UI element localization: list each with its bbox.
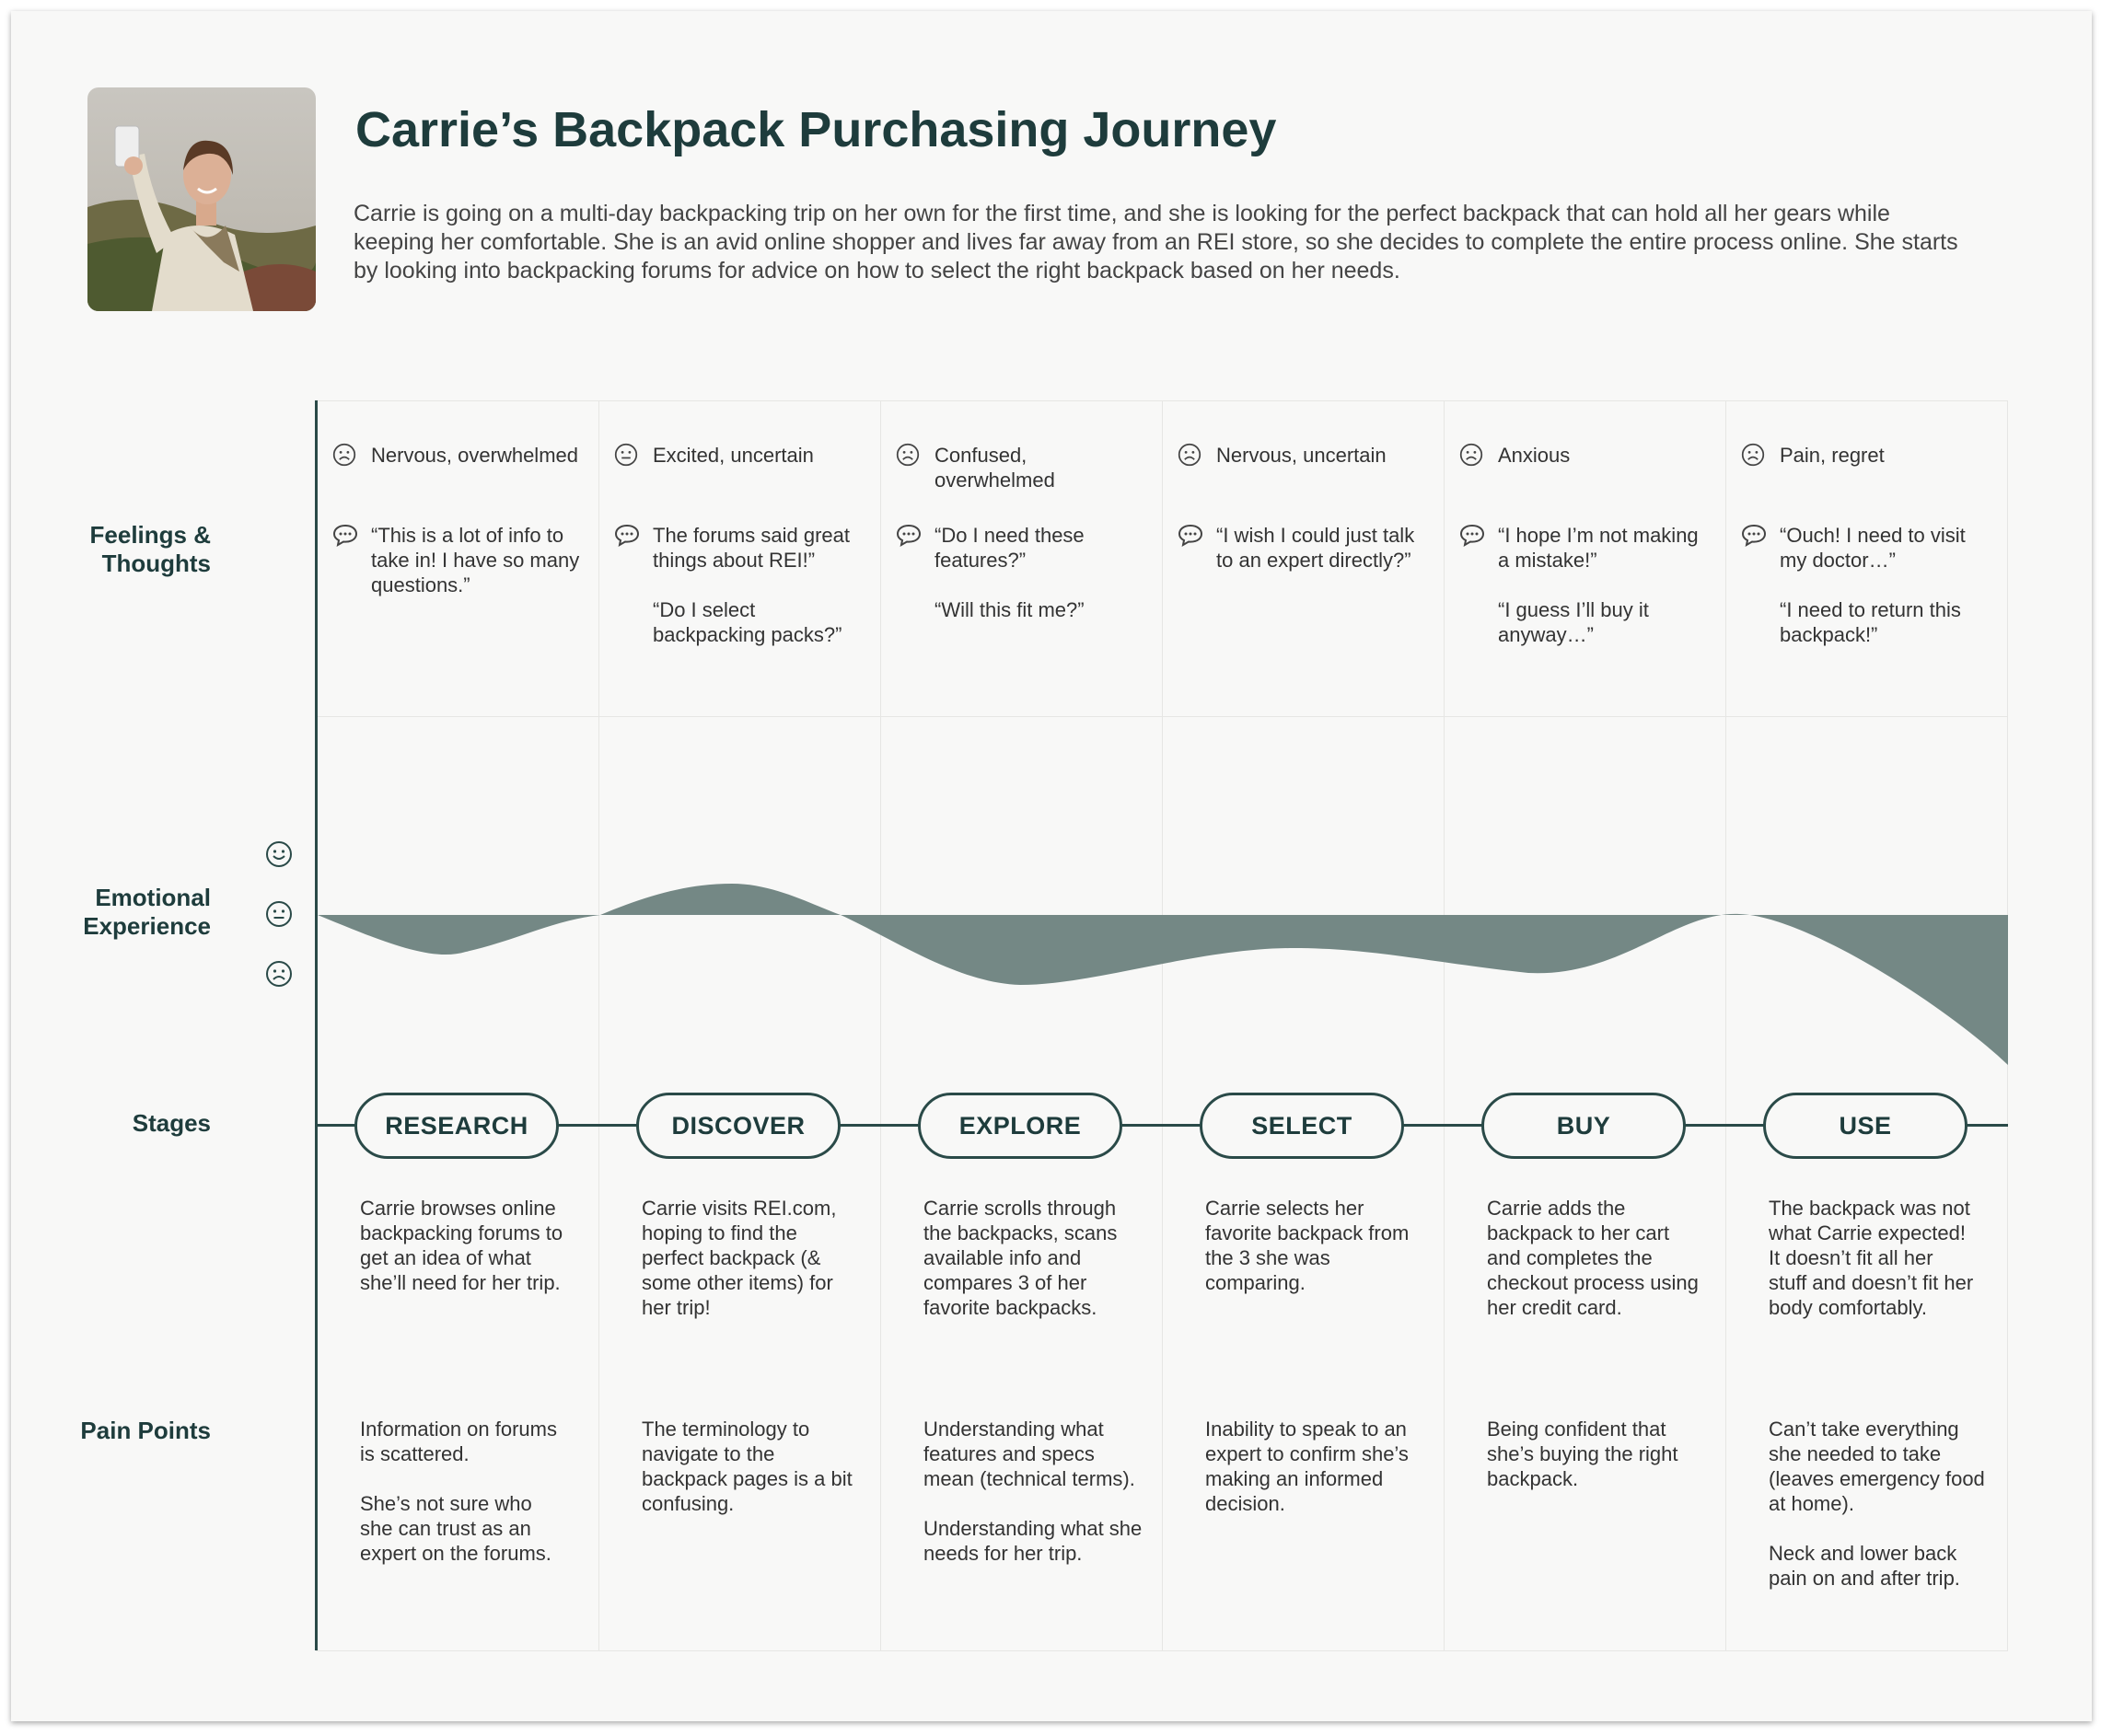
thought-quote: “This is a lot of info to take in! I hav… [371, 524, 580, 596]
column-divider [881, 400, 1163, 1650]
sad-icon [896, 443, 920, 472]
pain-points-research: Information on forums is scattered. She’s… [360, 1417, 558, 1591]
feeling-text: Excited, uncertain [653, 444, 814, 467]
persona-intro: Carrie is going on a multi-day backpacki… [354, 201, 1958, 284]
pain-point: Neck and lower back pain on and after tr… [1769, 1542, 1960, 1590]
journey-map-card [11, 11, 2092, 1721]
row-label-emotional: Emotional Experience [83, 884, 211, 940]
persona-photo [87, 87, 316, 311]
stage-select: SELECT [1200, 1093, 1404, 1159]
row-label-feelings: Feelings & Thoughts [89, 521, 211, 577]
emotional-curve [318, 884, 2008, 1065]
row-label-stages: Stages [132, 1109, 211, 1137]
feeling-discover: Excited, uncertain [614, 443, 865, 468]
stage-description: Carrie adds the backpack to her cart and… [1487, 1197, 1699, 1319]
stage-description: Carrie visits REI.com, hoping to find th… [642, 1197, 837, 1319]
pain-point: Information on forums is scattered. [360, 1418, 557, 1465]
speech-bubble-icon [1741, 523, 1767, 552]
row-label-pain-points: Pain Points [80, 1417, 211, 1444]
stage-description: Carrie browses online backpacking forums… [360, 1197, 563, 1294]
sad-icon [1459, 443, 1483, 472]
stage-research: RESEARCH [354, 1093, 559, 1159]
column-divider [318, 400, 599, 1650]
column-divider [1163, 400, 1445, 1650]
sad-icon [265, 960, 293, 992]
feeling-text: Anxious [1498, 444, 1571, 467]
grid-row-divider [316, 716, 2008, 717]
speech-bubble-icon [614, 523, 640, 552]
pain-points-buy: Being confident that she’s buying the ri… [1487, 1417, 1708, 1516]
sad-icon [332, 443, 356, 472]
stage-timeline [316, 1124, 2008, 1127]
pain-point: She’s not sure who she can trust as an e… [360, 1492, 551, 1565]
thought-quote: “I need to return this backpack!” [1780, 598, 1961, 646]
thought-quote: “I wish I could just talk to an expert d… [1216, 524, 1415, 572]
feeling-use: Pain, regret [1741, 443, 1991, 468]
thoughts-research: “This is a lot of info to take in! I hav… [332, 523, 583, 622]
feeling-text: Nervous, overwhelmed [371, 444, 578, 467]
pain-point: Understanding what features and specs me… [923, 1418, 1135, 1490]
feeling-explore: Confused, overwhelmed [896, 443, 1146, 492]
feeling-text: Nervous, uncertain [1216, 444, 1387, 467]
stage-discover: DISCOVER [636, 1093, 841, 1159]
speech-bubble-icon [1178, 523, 1203, 552]
pain-points-use: Can’t take everything she needed to take… [1769, 1417, 1990, 1615]
thoughts-discover: The forums said great things about REI!”… [614, 523, 865, 672]
thought-quote: The forums said great things about REI!” [653, 524, 850, 572]
thought-quote: “Will this fit me?” [934, 598, 1085, 621]
thought-quote: “Ouch! I need to visit my doctor…” [1780, 524, 1966, 572]
stage-description: The backpack was not what Carrie expecte… [1769, 1197, 1974, 1319]
pain-point: The terminology to navigate to the backp… [642, 1418, 853, 1515]
pain-points-explore: Understanding what features and specs me… [923, 1417, 1144, 1591]
page-title: Carrie’s Backpack Purchasing Journey [355, 102, 1277, 157]
thought-quote: “I guess I’ll buy it anyway…” [1498, 598, 1649, 646]
sad-icon [1741, 443, 1765, 472]
feeling-select: Nervous, uncertain [1178, 443, 1428, 468]
stage-buy: BUY [1481, 1093, 1686, 1159]
speech-bubble-icon [896, 523, 922, 552]
speech-bubble-icon [1459, 523, 1485, 552]
pain-point: Understanding what she needs for her tri… [923, 1517, 1143, 1565]
feeling-buy: Anxious [1459, 443, 1710, 468]
grid-bottom-border [316, 1650, 2008, 1651]
pain-point: Inability to speak to an expert to confi… [1205, 1418, 1409, 1515]
thought-quote: “I hope I’m not making a mistake!” [1498, 524, 1699, 572]
neutral-icon [265, 900, 293, 932]
vertical-axis-line [315, 400, 318, 1650]
pain-points-select: Inability to speak to an expert to confi… [1205, 1417, 1426, 1541]
speech-bubble-icon [332, 523, 358, 552]
pain-point: Being confident that she’s buying the ri… [1487, 1418, 1678, 1490]
grid-top-border [316, 400, 2008, 401]
feeling-text: Confused, overwhelmed [934, 444, 1055, 492]
thoughts-explore: “Do I need these features?” “Will this fi… [896, 523, 1146, 647]
stage-use: USE [1763, 1093, 1968, 1159]
neutral-icon [614, 443, 638, 472]
thought-quote: “Do I select backpacking packs?” [653, 598, 842, 646]
stage-description: Carrie selects her favorite backpack fro… [1205, 1197, 1410, 1294]
thoughts-select: “I wish I could just talk to an expert d… [1178, 523, 1428, 597]
happy-icon [265, 840, 293, 873]
feeling-text: Pain, regret [1780, 444, 1885, 467]
thoughts-buy: “I hope I’m not making a mistake!” “I gue… [1459, 523, 1710, 672]
thoughts-use: “Ouch! I need to visit my doctor…” “I nee… [1741, 523, 1991, 672]
sad-icon [1178, 443, 1201, 472]
pain-point: Can’t take everything she needed to take… [1769, 1418, 1985, 1515]
pain-points-discover: The terminology to navigate to the backp… [642, 1417, 863, 1541]
column-divider [1445, 400, 1726, 1650]
feeling-research: Nervous, overwhelmed [332, 443, 583, 468]
column-divider [599, 400, 881, 1650]
thought-quote: “Do I need these features?” [934, 524, 1085, 572]
stage-explore: EXPLORE [918, 1093, 1122, 1159]
stage-description: Carrie scrolls through the backpacks, sc… [923, 1197, 1118, 1319]
